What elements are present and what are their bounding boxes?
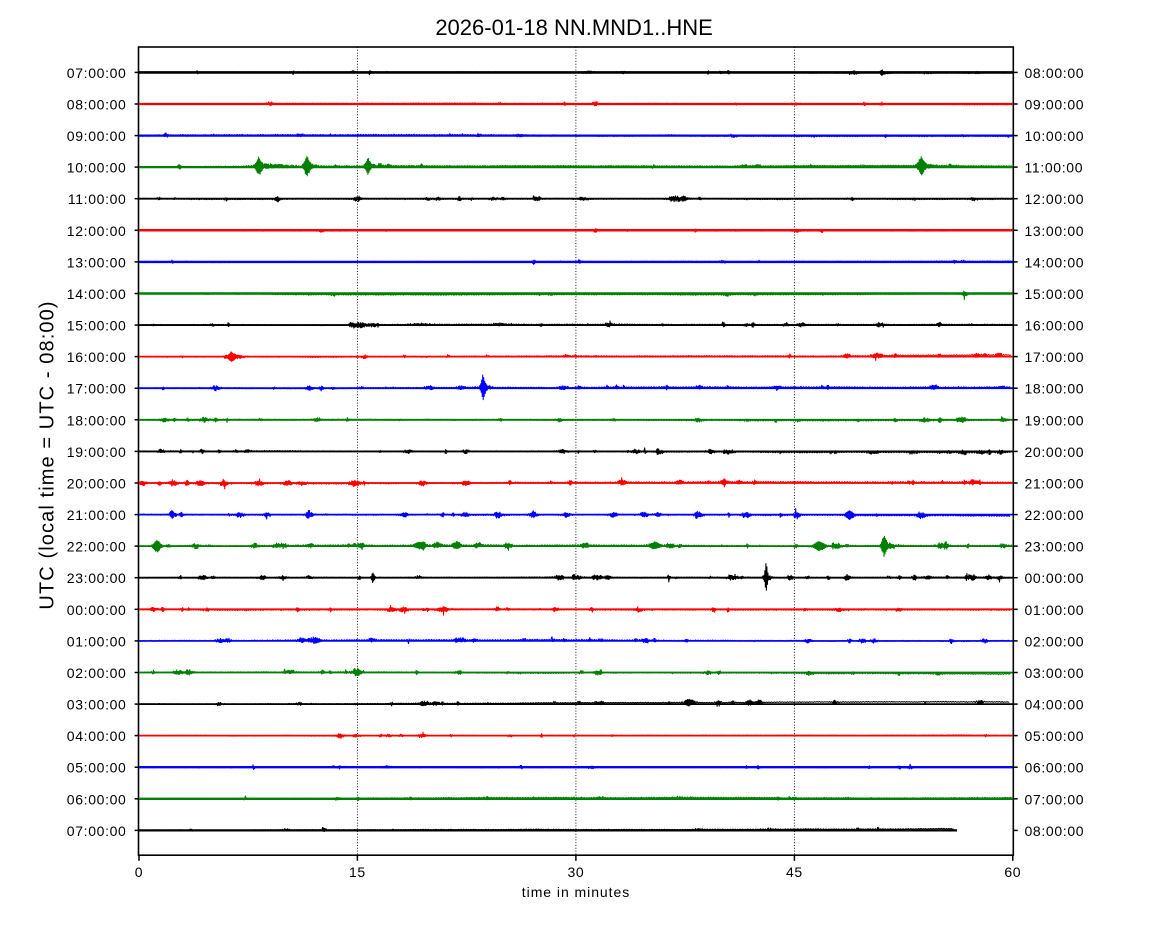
svg-text:14:00:00: 14:00:00: [67, 286, 127, 302]
svg-text:03:00:00: 03:00:00: [1025, 665, 1085, 681]
svg-text:15: 15: [349, 864, 366, 880]
svg-text:06:00:00: 06:00:00: [1025, 760, 1085, 776]
svg-text:20:00:00: 20:00:00: [67, 476, 127, 492]
svg-text:30: 30: [567, 864, 584, 880]
svg-text:UTC (local time = UTC - 08:00): UTC (local time = UTC - 08:00): [37, 300, 59, 609]
svg-text:20:00:00: 20:00:00: [1025, 444, 1085, 460]
svg-text:19:00:00: 19:00:00: [1025, 412, 1085, 428]
svg-text:02:00:00: 02:00:00: [67, 665, 127, 681]
svg-text:17:00:00: 17:00:00: [67, 381, 127, 397]
svg-text:05:00:00: 05:00:00: [1025, 728, 1085, 744]
svg-text:17:00:00: 17:00:00: [1025, 349, 1085, 365]
svg-text:21:00:00: 21:00:00: [67, 507, 127, 523]
svg-text:12:00:00: 12:00:00: [1025, 191, 1085, 207]
svg-text:08:00:00: 08:00:00: [67, 97, 127, 113]
svg-text:18:00:00: 18:00:00: [67, 412, 127, 428]
svg-text:08:00:00: 08:00:00: [1025, 823, 1085, 839]
svg-text:00:00:00: 00:00:00: [1025, 570, 1085, 586]
svg-text:22:00:00: 22:00:00: [67, 539, 127, 555]
svg-text:22:00:00: 22:00:00: [1025, 507, 1085, 523]
svg-text:01:00:00: 01:00:00: [1025, 602, 1085, 618]
svg-text:00:00:00: 00:00:00: [67, 602, 127, 618]
svg-text:14:00:00: 14:00:00: [1025, 254, 1085, 270]
svg-text:03:00:00: 03:00:00: [67, 697, 127, 713]
svg-text:11:00:00: 11:00:00: [1025, 160, 1084, 176]
svg-text:04:00:00: 04:00:00: [67, 728, 127, 744]
svg-text:02:00:00: 02:00:00: [1025, 633, 1085, 649]
svg-text:15:00:00: 15:00:00: [1025, 286, 1085, 302]
svg-text:23:00:00: 23:00:00: [1025, 539, 1085, 555]
svg-text:09:00:00: 09:00:00: [1025, 97, 1085, 113]
svg-text:06:00:00: 06:00:00: [67, 791, 127, 807]
svg-text:0: 0: [135, 864, 143, 880]
svg-text:01:00:00: 01:00:00: [67, 633, 127, 649]
svg-text:45: 45: [786, 864, 803, 880]
svg-text:05:00:00: 05:00:00: [67, 760, 127, 776]
svg-text:11:00:00: 11:00:00: [68, 191, 127, 207]
svg-text:15:00:00: 15:00:00: [67, 318, 127, 334]
svg-text:07:00:00: 07:00:00: [67, 823, 127, 839]
svg-text:10:00:00: 10:00:00: [67, 160, 127, 176]
svg-text:12:00:00: 12:00:00: [67, 223, 127, 239]
svg-text:60: 60: [1004, 864, 1021, 880]
svg-text:08:00:00: 08:00:00: [1025, 65, 1085, 81]
svg-text:07:00:00: 07:00:00: [67, 65, 127, 81]
svg-text:16:00:00: 16:00:00: [1025, 318, 1085, 334]
svg-text:09:00:00: 09:00:00: [67, 128, 127, 144]
svg-text:16:00:00: 16:00:00: [67, 349, 127, 365]
svg-text:04:00:00: 04:00:00: [1025, 697, 1085, 713]
svg-text:21:00:00: 21:00:00: [1025, 476, 1085, 492]
svg-text:2026-01-18 NN.MND1..HNE: 2026-01-18 NN.MND1..HNE: [435, 15, 713, 40]
svg-text:time in minutes: time in minutes: [522, 884, 630, 900]
svg-text:18:00:00: 18:00:00: [1025, 381, 1085, 397]
svg-text:13:00:00: 13:00:00: [67, 254, 127, 270]
svg-text:13:00:00: 13:00:00: [1025, 223, 1085, 239]
svg-text:23:00:00: 23:00:00: [67, 570, 127, 586]
svg-text:19:00:00: 19:00:00: [67, 444, 127, 460]
svg-text:10:00:00: 10:00:00: [1025, 128, 1085, 144]
svg-text:07:00:00: 07:00:00: [1025, 791, 1085, 807]
